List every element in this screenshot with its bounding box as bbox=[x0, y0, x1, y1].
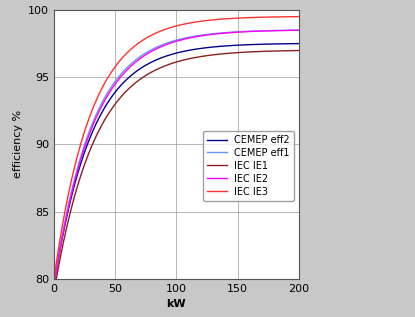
IEC IE3 bbox=[79, 138, 84, 142]
IEC IE2 bbox=[265, 29, 270, 33]
CEMEP eff1 bbox=[145, 50, 150, 54]
CEMEP eff1 bbox=[156, 44, 161, 48]
CEMEP eff2 bbox=[79, 158, 84, 162]
CEMEP eff1 bbox=[296, 28, 301, 32]
CEMEP eff2 bbox=[156, 57, 161, 61]
CEMEP eff2 bbox=[265, 42, 270, 46]
IEC IE2 bbox=[51, 284, 56, 288]
IEC IE2 bbox=[156, 46, 161, 50]
IEC IE1 bbox=[156, 67, 161, 71]
IEC IE3 bbox=[51, 277, 56, 281]
IEC IE1 bbox=[265, 49, 270, 53]
Line: CEMEP eff1: CEMEP eff1 bbox=[54, 30, 299, 286]
CEMEP eff2 bbox=[296, 42, 301, 46]
CEMEP eff1 bbox=[94, 112, 99, 116]
IEC IE2 bbox=[291, 29, 296, 32]
IEC IE1 bbox=[51, 290, 56, 294]
CEMEP eff2 bbox=[51, 284, 56, 288]
CEMEP eff1 bbox=[265, 29, 270, 33]
IEC IE1 bbox=[291, 49, 296, 53]
CEMEP eff2 bbox=[145, 62, 150, 66]
CEMEP eff1 bbox=[51, 284, 56, 288]
IEC IE2 bbox=[94, 115, 99, 119]
IEC IE3 bbox=[291, 15, 296, 19]
Line: IEC IE1: IEC IE1 bbox=[54, 50, 299, 292]
CEMEP eff2 bbox=[291, 42, 296, 46]
IEC IE3 bbox=[265, 15, 270, 19]
IEC IE1 bbox=[145, 72, 150, 76]
Line: IEC IE3: IEC IE3 bbox=[54, 16, 299, 279]
Y-axis label: efficiency %: efficiency % bbox=[12, 110, 22, 178]
CEMEP eff1 bbox=[291, 28, 296, 32]
IEC IE1 bbox=[79, 170, 84, 174]
IEC IE2 bbox=[79, 154, 84, 158]
IEC IE1 bbox=[94, 134, 99, 138]
IEC IE2 bbox=[145, 52, 150, 55]
Line: IEC IE2: IEC IE2 bbox=[54, 30, 299, 286]
Legend: CEMEP eff2, CEMEP eff1, IEC IE1, IEC IE2, IEC IE3: CEMEP eff2, CEMEP eff1, IEC IE1, IEC IE2… bbox=[203, 131, 294, 201]
CEMEP eff1 bbox=[79, 151, 84, 155]
IEC IE3 bbox=[296, 15, 301, 18]
IEC IE2 bbox=[296, 28, 301, 32]
IEC IE1 bbox=[296, 49, 301, 52]
CEMEP eff2 bbox=[94, 121, 99, 125]
IEC IE3 bbox=[145, 35, 150, 39]
Line: CEMEP eff2: CEMEP eff2 bbox=[54, 44, 299, 286]
X-axis label: kW: kW bbox=[166, 299, 186, 309]
IEC IE3 bbox=[94, 98, 99, 102]
IEC IE3 bbox=[156, 30, 161, 34]
